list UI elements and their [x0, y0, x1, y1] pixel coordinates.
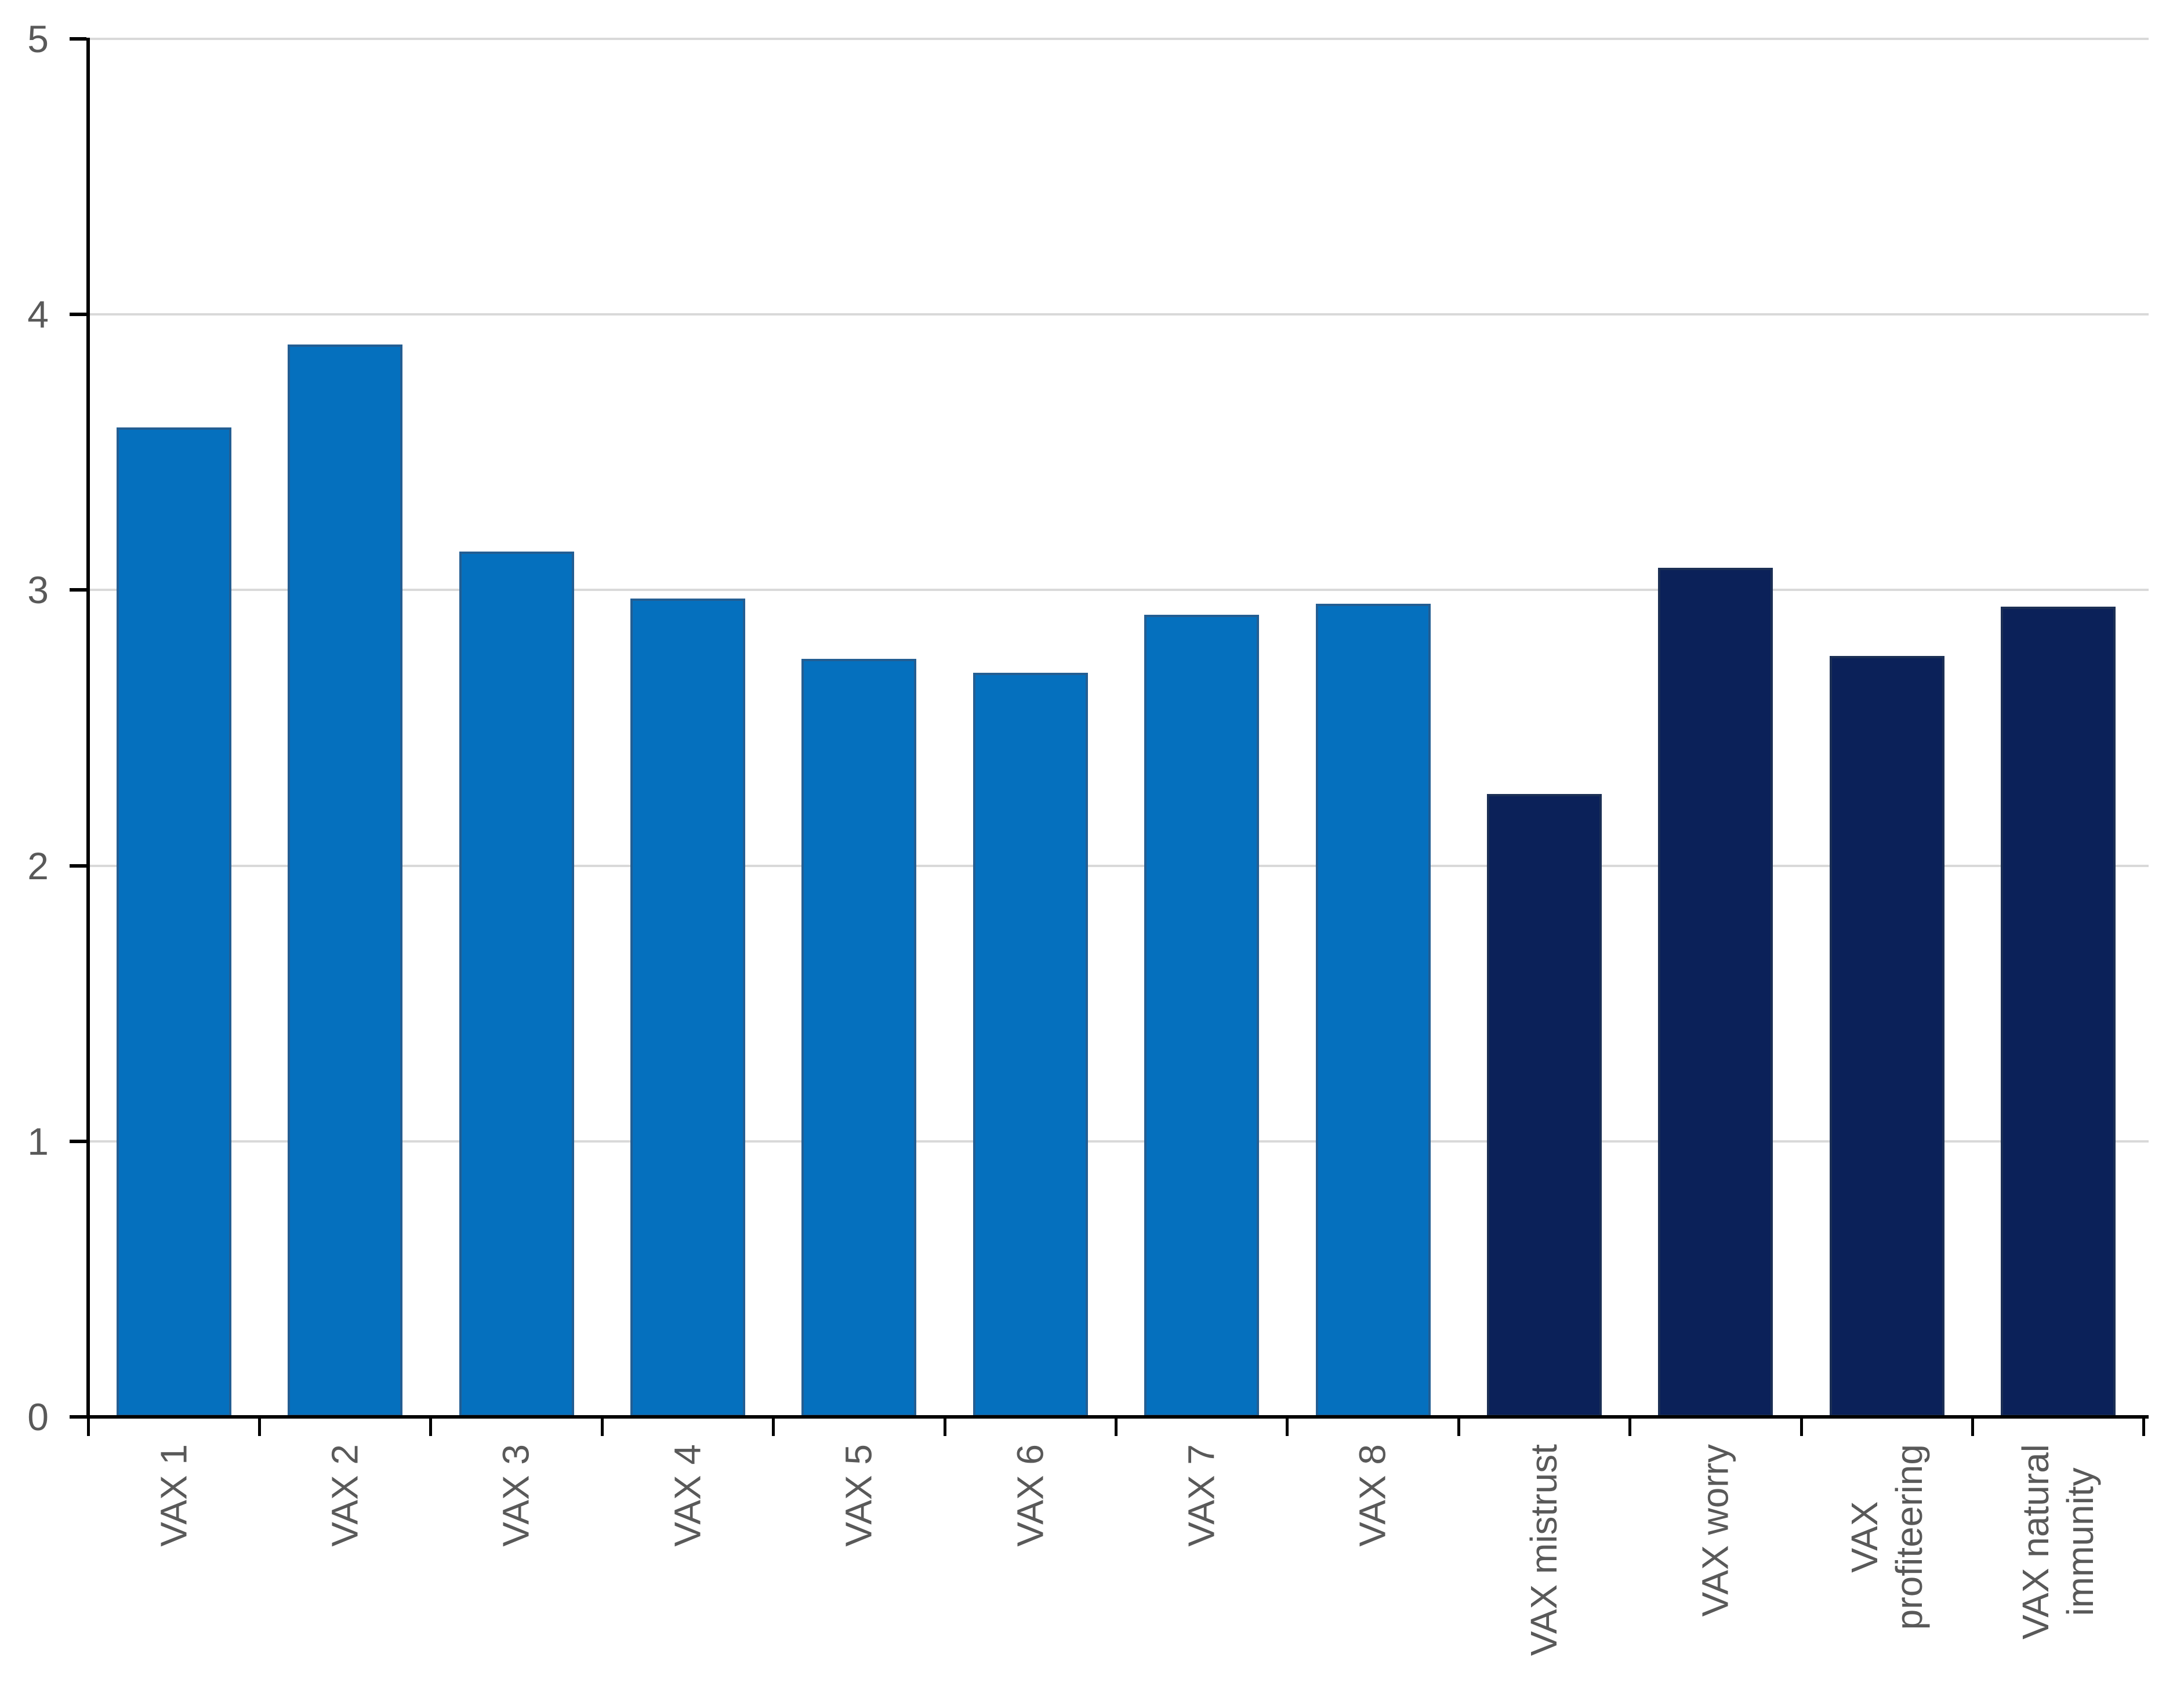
bar-5: [801, 659, 917, 1417]
y-tick-label-0: 0: [27, 1395, 49, 1438]
x-tick-3: [600, 1417, 604, 1436]
x-tick-1: [257, 1417, 261, 1436]
x-category-label: VAX worry: [1694, 1444, 1736, 1617]
x-category-label: VAX 7: [1180, 1444, 1222, 1547]
x-category-label: VAX 4: [666, 1444, 709, 1547]
x-tick-2: [429, 1417, 433, 1436]
bar-7: [1144, 615, 1260, 1417]
x-tick-9: [1628, 1417, 1632, 1436]
bar-10: [1658, 568, 1773, 1417]
y-tick-0: [70, 1415, 86, 1419]
x-category-label: VAX 2: [324, 1444, 366, 1547]
bar-11: [1829, 656, 1944, 1417]
x-tick-6: [1114, 1417, 1118, 1436]
y-tick-2: [70, 864, 86, 868]
x-tick-5: [943, 1417, 946, 1436]
x-tick-0: [86, 1417, 90, 1436]
y-tick-4: [70, 313, 86, 317]
gridline-y-4: [88, 313, 2149, 316]
y-tick-label-3: 3: [27, 568, 49, 612]
x-category-label: VAX 5: [837, 1444, 880, 1547]
gridline-y-5: [88, 38, 2149, 40]
bar-6: [973, 672, 1088, 1417]
bar-2: [288, 345, 403, 1417]
gridline-y-1: [88, 1140, 2149, 1143]
y-tick-label-1: 1: [27, 1119, 49, 1163]
x-tick-11: [1971, 1417, 1974, 1436]
x-tick-8: [1457, 1417, 1460, 1436]
x-tick-7: [1286, 1417, 1289, 1436]
bar-12: [2001, 606, 2116, 1417]
y-tick-5: [70, 37, 86, 41]
y-tick-label-4: 4: [27, 293, 49, 336]
gridline-y-2: [88, 864, 2149, 867]
x-tick-10: [1800, 1417, 1803, 1436]
x-category-label: VAX 1: [153, 1444, 195, 1547]
bar-3: [459, 551, 574, 1417]
x-category-label: VAX 3: [495, 1444, 537, 1547]
bar-8: [1315, 604, 1431, 1417]
x-axis-line: [86, 1415, 2149, 1419]
y-tick-label-5: 5: [27, 17, 49, 60]
x-category-label: VAX 8: [1352, 1444, 1394, 1547]
y-tick-1: [70, 1139, 86, 1143]
x-tick-4: [772, 1417, 775, 1436]
x-category-label: VAX 6: [1009, 1444, 1051, 1547]
bar-1: [116, 427, 231, 1417]
gridline-y-3: [88, 589, 2149, 592]
y-axis-line: [86, 38, 90, 1418]
x-category-label: VAX natural immunity: [2015, 1444, 2102, 1640]
x-tick-12: [2142, 1417, 2146, 1436]
y-tick-label-2: 2: [27, 844, 49, 887]
x-category-label: VAX mistrust: [1523, 1444, 1565, 1656]
x-category-label: VAX profiteering: [1843, 1444, 1930, 1630]
bar-9: [1486, 794, 1602, 1417]
y-tick-3: [70, 588, 86, 592]
bar-4: [630, 598, 745, 1417]
